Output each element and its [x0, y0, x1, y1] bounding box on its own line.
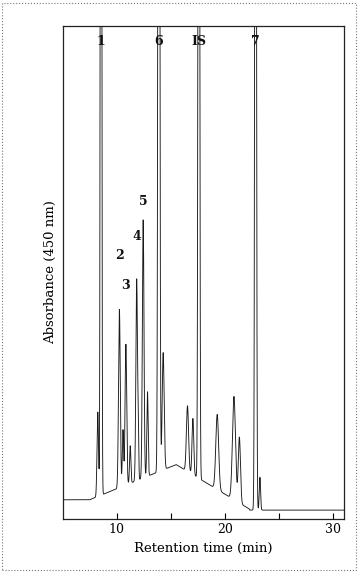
Text: 3: 3 — [122, 279, 130, 292]
X-axis label: Retention time (min): Retention time (min) — [134, 542, 272, 555]
Text: IS: IS — [191, 35, 206, 48]
Text: 4: 4 — [132, 230, 141, 242]
Text: 7: 7 — [251, 35, 260, 48]
Text: 6: 6 — [155, 35, 163, 48]
Y-axis label: Absorbance (450 nm): Absorbance (450 nm) — [44, 200, 57, 344]
Text: 1: 1 — [97, 35, 105, 48]
Text: 2: 2 — [115, 249, 124, 262]
Text: 5: 5 — [139, 195, 147, 208]
